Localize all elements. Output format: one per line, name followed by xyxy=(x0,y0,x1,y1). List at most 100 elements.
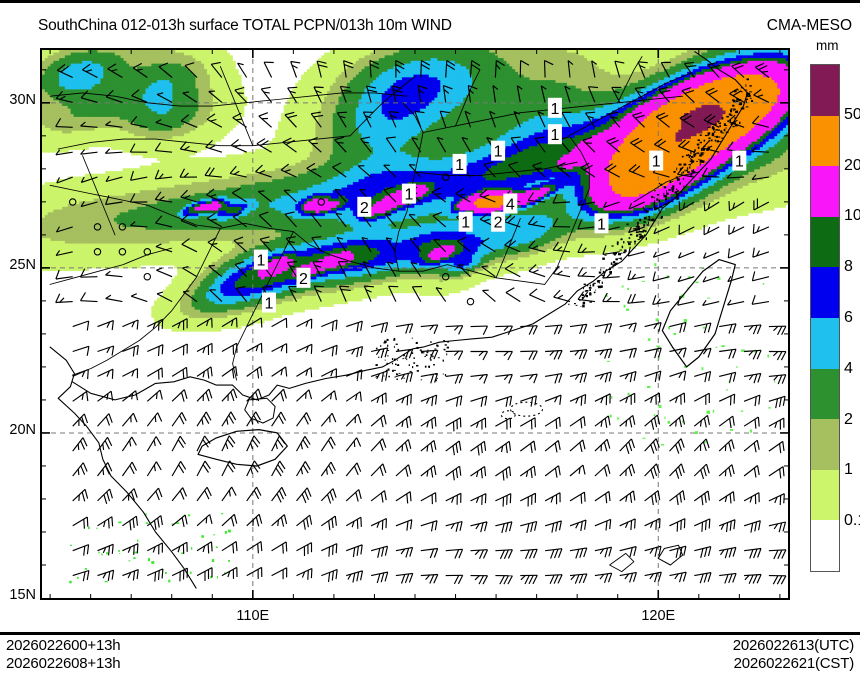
island-dot xyxy=(635,225,638,228)
wind-barb xyxy=(534,136,546,153)
barb-feather xyxy=(405,548,410,558)
island-dot xyxy=(430,359,432,361)
barb-feather xyxy=(582,324,588,334)
barb-feather xyxy=(130,293,138,297)
island-dot xyxy=(413,362,416,364)
barb-feather xyxy=(656,414,661,425)
barb-feather xyxy=(633,371,637,382)
barb-feather xyxy=(331,412,337,423)
barb-feather xyxy=(400,548,406,555)
barb-feather xyxy=(577,291,585,300)
wind-barb xyxy=(283,189,297,203)
island-dot xyxy=(612,252,614,255)
barb-feather xyxy=(259,169,266,174)
barb-feather xyxy=(341,89,352,93)
island-dot xyxy=(734,117,737,120)
wind-barb xyxy=(284,211,297,228)
wind-barb xyxy=(544,394,562,405)
contour-label-bg xyxy=(547,97,562,118)
barb-feather xyxy=(584,520,587,530)
barb-shaft xyxy=(80,97,98,103)
wind-barb xyxy=(259,236,273,253)
wind-barb xyxy=(420,349,439,360)
barb-feather xyxy=(725,522,729,533)
barb-feather xyxy=(602,245,607,255)
wind-barb xyxy=(669,392,686,405)
barb-feather xyxy=(180,213,189,222)
precip-speckle-dot xyxy=(228,529,231,533)
wind-barb xyxy=(727,299,745,306)
barb-feather xyxy=(461,136,469,140)
barb-shaft xyxy=(604,168,620,178)
wind-barb xyxy=(544,492,561,505)
barb-shaft xyxy=(569,416,585,427)
colorbar-tick-label: 0.1 xyxy=(844,512,860,530)
contour-label-text: 1 xyxy=(652,154,661,171)
wind-barb xyxy=(146,412,163,427)
barb-feather xyxy=(306,162,316,169)
barb-feather xyxy=(111,570,115,580)
island-dot xyxy=(679,182,681,185)
wind-barb xyxy=(82,63,98,79)
barb-feather xyxy=(658,86,669,90)
barb-feather xyxy=(235,285,246,289)
precip-speckle-dot xyxy=(655,318,659,322)
wind-barb xyxy=(669,490,686,506)
barb-shaft xyxy=(727,276,745,283)
colorbar[interactable] xyxy=(810,64,840,572)
barb-feather xyxy=(553,350,559,360)
barb-feather xyxy=(728,324,733,334)
barb-feather xyxy=(602,292,608,302)
wind-barb xyxy=(619,571,637,583)
border-line-9 xyxy=(49,92,408,107)
barb-feather xyxy=(55,250,61,256)
island-dot xyxy=(615,252,617,255)
barb-feather xyxy=(304,461,311,470)
barb-shaft xyxy=(653,251,670,258)
barb-feather xyxy=(359,391,362,402)
barb-shaft xyxy=(503,221,521,228)
barb-feather xyxy=(425,574,431,580)
precip-speckle-dot xyxy=(118,550,120,552)
barb-feather xyxy=(156,92,164,95)
wind-barb xyxy=(441,173,450,181)
wind-barb xyxy=(569,573,588,584)
barb-shaft xyxy=(543,60,546,78)
barb-feather xyxy=(376,521,380,528)
barb-feather xyxy=(280,163,290,171)
island-dot xyxy=(629,241,632,243)
island-dot xyxy=(433,364,435,366)
border-line-6 xyxy=(414,161,578,176)
island-dot xyxy=(689,160,693,162)
wind-barb xyxy=(455,187,471,203)
wind-barb xyxy=(370,490,387,503)
wind-barb xyxy=(345,489,362,502)
precip-speckle-dot xyxy=(762,283,765,285)
island-dot xyxy=(589,284,591,287)
barb-feather xyxy=(205,319,209,327)
wind-barb xyxy=(718,464,735,477)
island-dot xyxy=(660,212,662,214)
barb-shaft xyxy=(271,411,282,427)
barb-shaft xyxy=(130,123,148,128)
barb-shaft xyxy=(470,395,487,402)
island-dot xyxy=(641,235,644,238)
island-dot xyxy=(387,344,389,347)
barb-feather xyxy=(404,349,410,359)
barb-feather xyxy=(430,467,434,478)
wind-barb xyxy=(684,61,697,78)
wind-barb xyxy=(180,213,198,228)
wind-barb xyxy=(702,299,720,306)
barb-feather xyxy=(705,438,710,449)
barb-feather xyxy=(650,444,655,454)
wind-barb xyxy=(619,370,637,383)
wind-barb xyxy=(97,345,115,356)
island-dot xyxy=(693,171,696,173)
barb-feather xyxy=(731,439,735,449)
barb-feather xyxy=(431,419,434,429)
coastline-leizhou xyxy=(244,397,276,424)
barb-feather xyxy=(677,441,683,451)
barb-feather xyxy=(557,294,564,299)
